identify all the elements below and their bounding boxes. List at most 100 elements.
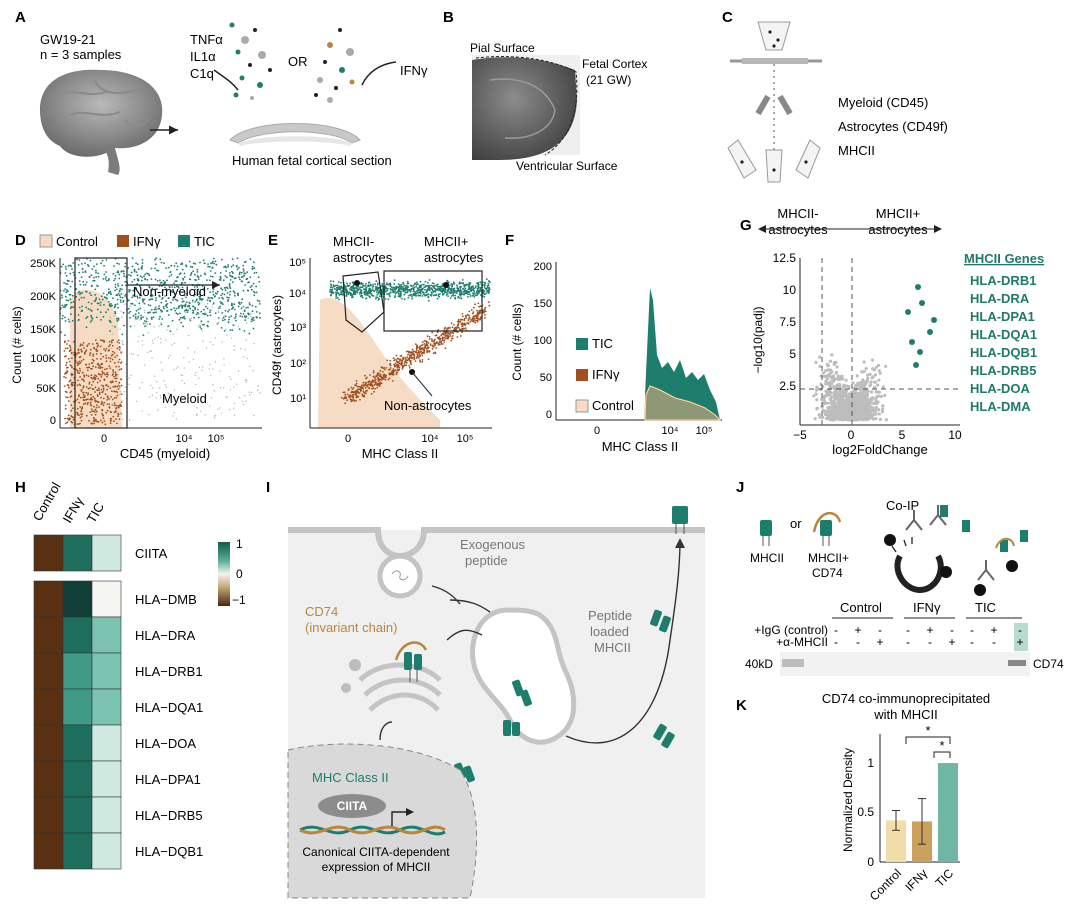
d-point [96,302,99,305]
g-ytick: 10 [783,283,797,297]
e-point [378,289,381,292]
e-nonastro: Non-astrocytes [384,398,472,413]
e-point [400,290,402,293]
d-xtick: 10⁴ [176,433,193,445]
d-point [64,422,67,425]
heatmap-row-label: HLA−DMB [135,592,197,607]
d-point [76,413,79,416]
d-point [157,409,159,411]
d-point [242,268,245,271]
e-ytick: 10¹ [290,393,306,405]
volcano-point [858,396,863,400]
e-point [365,288,368,291]
d-point [212,260,215,263]
d-point [118,289,121,292]
d-point [85,414,88,417]
d-point [137,354,139,356]
d-point [200,310,203,313]
d-point [113,279,115,282]
d-point [89,387,91,389]
d-point [72,306,74,309]
d-point [78,356,81,359]
e-point [410,351,413,354]
d-point [150,295,152,298]
d-point [67,318,70,321]
d-point [78,290,81,293]
e-point [459,288,462,291]
e-point [352,394,354,396]
e-point [442,333,445,336]
d-point [139,307,142,310]
volcano-point [835,365,839,369]
i-cd74-2: (invariant chain) [305,620,398,635]
coip-icon [884,505,1028,596]
e-point [406,280,409,283]
d-point [92,359,95,362]
d-point [247,289,250,292]
volcano-point [843,398,848,402]
d-point [102,278,105,280]
volcano-point [874,401,879,405]
d-point [214,337,216,339]
d-point [68,344,71,347]
d-point [91,377,94,380]
d-point [110,417,113,420]
e-point [374,379,377,381]
e-point [363,288,365,291]
e-point [355,380,358,382]
volcano-point [874,397,878,401]
d-point [103,348,105,351]
e-point [463,293,465,295]
d-point [248,332,251,335]
d-point [200,410,202,412]
volcano-point [864,394,869,398]
d-point [157,269,160,272]
k-bar [938,763,958,862]
e-point [425,291,427,294]
e-point [428,350,431,352]
e-point [423,349,426,351]
panel-h: H Control IFNγ TIC CIITAHLA−DMBHLA−DRAHL… [15,479,246,870]
d-point [135,300,137,302]
e-point [457,324,459,327]
or-text: OR [288,54,308,69]
marker-mhcii: MHCII [838,143,875,158]
d-point [251,318,253,321]
e-point [452,283,454,285]
d-point [242,289,245,292]
d-point [145,316,147,318]
e-point [444,347,447,349]
heatmap-row-labels: CIITAHLA−DMBHLA−DRAHLA−DRB1HLA−DQA1HLA−D… [135,546,203,859]
d-point [85,398,88,401]
e-point [441,336,444,339]
d-point [102,414,104,417]
d-point [229,290,232,293]
d-point [79,293,81,296]
e-point [406,356,408,359]
e-point [460,297,463,300]
j-sign: + [876,635,883,649]
e-point [421,360,424,363]
e-point [450,339,453,342]
e-point [463,317,466,320]
d-point [250,391,253,394]
d-point [155,308,157,311]
e-point [394,292,397,295]
d-point [211,303,214,305]
d-point [251,320,253,323]
d-point [78,401,80,404]
d-point [161,369,164,371]
d-point [80,390,83,392]
e-point [451,326,454,329]
d-point [96,381,99,384]
volcano-point [858,387,863,392]
d-point [67,264,70,267]
ventricular-surface-label: Ventricular Surface [516,159,618,173]
d-point [83,375,86,378]
d-point [83,396,86,398]
d-point [120,310,122,313]
d-point [128,419,131,421]
d-point [90,294,92,297]
d-point [115,396,118,399]
d-point [94,408,97,411]
